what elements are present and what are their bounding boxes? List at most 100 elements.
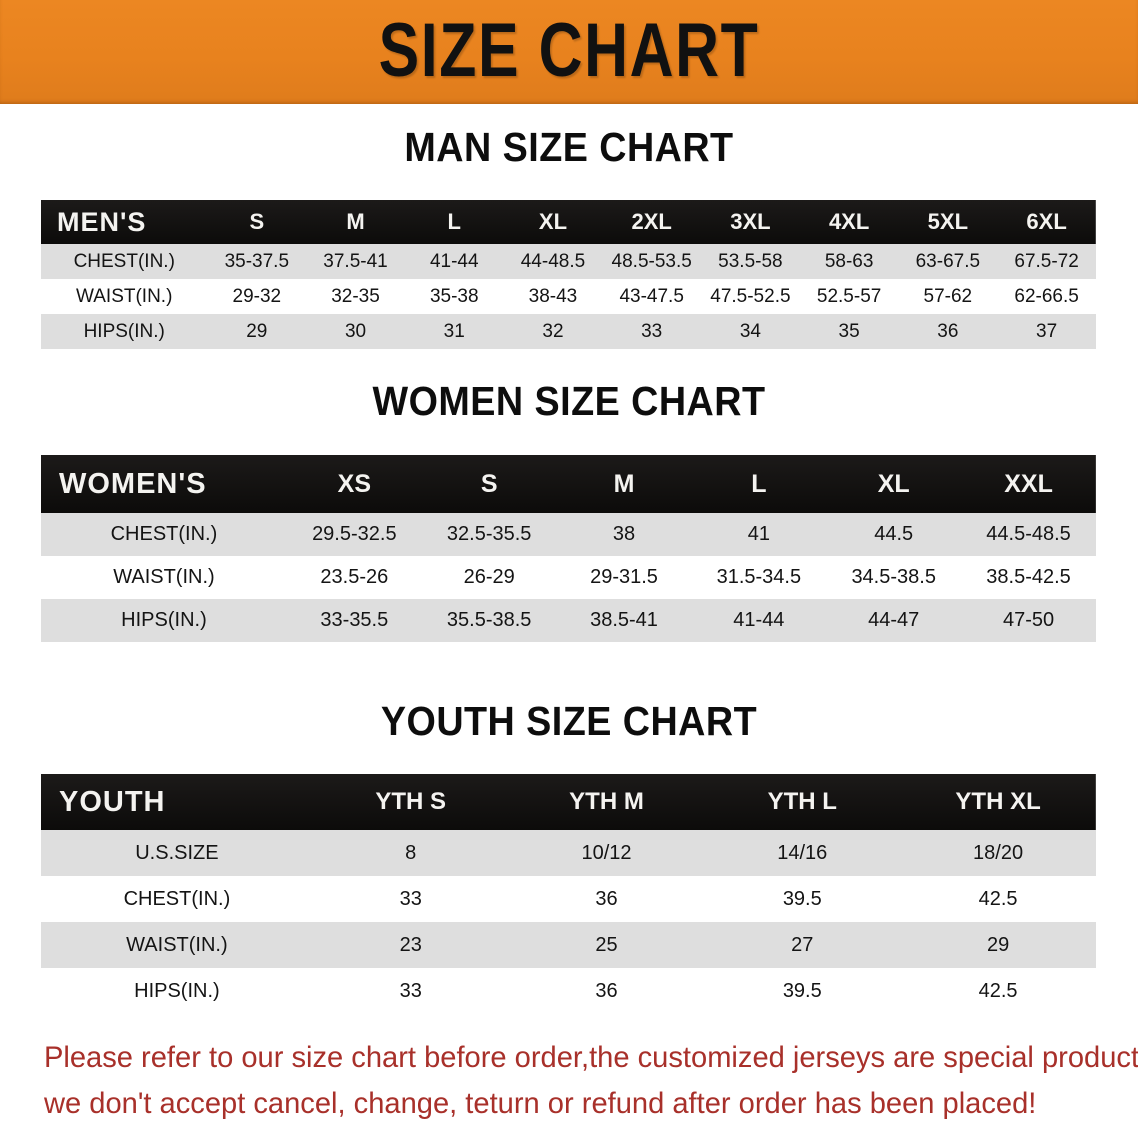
table-row: U.S.SIZE 8 10/12 14/16 18/20 [41, 830, 1096, 876]
men-cell-r2-c2: 32-35 [331, 285, 380, 307]
youth-column-header-1: YTH S [375, 788, 447, 815]
page-banner: SIZE CHART [0, 0, 1138, 104]
women-cell-r2-c5: 34.5-38.5 [851, 566, 936, 588]
youth-cell-r3-c4: 29 [986, 933, 1010, 956]
women-cell-r2-c6: 38.5-42.5 [986, 566, 1071, 588]
youth-size-table: YOUTH YTH S YTH M YTH L YTH XL U.S.SIZE 8 10/1… [41, 774, 1096, 1014]
youth-column-header-4: YTH XL [955, 788, 1041, 815]
youth-corner-label: YOUTH [59, 785, 166, 818]
youth-table-head: YOUTH YTH S YTH M YTH L YTH XL [41, 774, 1096, 830]
women-cell-r1-c4: 41 [747, 523, 770, 545]
men-cell-r2-c5: 43-47.5 [619, 285, 684, 307]
youth-cell-r1-c3: 14/16 [777, 841, 828, 864]
men-cell-r2-c9: 62-66.5 [1014, 285, 1079, 307]
men-cell-r3-c3: 31 [443, 320, 465, 342]
women-size-table: WOMEN'S XS S M L XL XXL CHEST(IN.) 29.5-32.5 32.… [41, 455, 1096, 642]
table-row: WAIST(IN.) 23.5-26 26-29 29-31.5 31.5-34.5 34… [41, 556, 1096, 599]
men-column-header-1: S [249, 209, 265, 234]
men-cell-r1-c1: 35-37.5 [224, 250, 290, 272]
order-policy-note-line-2: we don't accept cancel, change, teturn o… [44, 1087, 1037, 1120]
youth-section-title: YOUTH SIZE CHART [380, 698, 758, 744]
women-cell-r1-c6: 44.5-48.5 [986, 523, 1071, 545]
men-cell-r1-c8: 63-67.5 [915, 250, 981, 272]
men-row-label-2: WAIST(IN.) [76, 285, 173, 307]
men-table-body: CHEST(IN.) 35-37.5 37.5-41 41-44 44-48.5 48.5… [41, 244, 1096, 349]
youth-cell-r3-c2: 25 [595, 933, 618, 956]
youth-cell-r4-c1: 33 [399, 979, 422, 1002]
men-cell-r2-c6: 47.5-52.5 [710, 285, 791, 307]
women-cell-r3-c6: 47-50 [1002, 609, 1055, 631]
men-column-header-9: 6XL [1026, 209, 1067, 234]
men-cell-r2-c8: 57-62 [923, 285, 973, 307]
men-cell-r2-c1: 29-32 [232, 285, 282, 307]
women-cell-r1-c1: 29.5-32.5 [312, 523, 397, 545]
men-cell-r3-c1: 29 [246, 320, 268, 342]
youth-row-label-4: HIPS(IN.) [134, 979, 220, 1002]
men-cell-r1-c4: 44-48.5 [520, 250, 586, 272]
youth-cell-r2-c4: 42.5 [978, 887, 1018, 910]
youth-cell-r2-c1: 33 [399, 887, 422, 910]
youth-row-label-1: U.S.SIZE [135, 841, 219, 864]
table-row: CHEST(IN.) 35-37.5 37.5-41 41-44 44-48.5 48.5… [41, 244, 1096, 279]
women-row-label-1: CHEST(IN.) [110, 523, 218, 545]
women-cell-r1-c5: 44.5 [874, 523, 914, 545]
order-policy-note-line-1: Please refer to our size chart before or… [44, 1041, 1138, 1074]
women-column-header-5: XL [877, 469, 910, 498]
women-corner-label: WOMEN'S [59, 467, 207, 500]
men-table-head: MEN'S S M L XL 2XL 3XL 4XL 5XL 6XL [41, 200, 1096, 244]
youth-column-header-3: YTH L [767, 788, 837, 815]
women-cell-r1-c3: 38 [612, 523, 636, 545]
women-column-header-1: XS [337, 469, 371, 498]
men-cell-r1-c3: 41-44 [429, 250, 479, 272]
men-column-header-4: XL [538, 209, 568, 234]
men-cell-r1-c2: 37.5-41 [323, 250, 388, 272]
men-column-header-6: 3XL [730, 209, 771, 234]
men-cell-r3-c5: 33 [641, 320, 663, 342]
women-table-body: CHEST(IN.) 29.5-32.5 32.5-35.5 38 41 44.5 44.5… [41, 513, 1096, 642]
women-column-header-4: L [751, 469, 767, 498]
youth-cell-r1-c1: 8 [405, 841, 417, 864]
women-cell-r3-c1: 33-35.5 [320, 609, 389, 631]
man-section-title: MAN SIZE CHART [404, 124, 734, 170]
table-row: CHEST(IN.) 33 36 39.5 42.5 [41, 876, 1096, 922]
men-cell-r3-c7: 35 [838, 320, 860, 342]
women-row-label-3: HIPS(IN.) [121, 609, 207, 631]
youth-cell-r2-c2: 36 [595, 887, 618, 910]
men-cell-r2-c7: 52.5-57 [816, 285, 882, 307]
women-column-header-6: XXL [1004, 469, 1053, 498]
men-header-row: MEN'S S M L XL 2XL 3XL 4XL 5XL 6XL [41, 200, 1096, 244]
youth-cell-r4-c3: 39.5 [782, 979, 822, 1002]
table-row: HIPS(IN.) 29 30 31 32 33 34 35 36 37 [41, 314, 1096, 349]
table-row: HIPS(IN.) 33 36 39.5 42.5 [41, 968, 1096, 1014]
table-row: WAIST(IN.) 29-32 32-35 35-38 38-43 43-47.5 47.… [41, 279, 1096, 314]
women-cell-r3-c4: 41-44 [733, 609, 785, 631]
women-cell-r3-c5: 44-47 [868, 609, 920, 631]
table-row: WAIST(IN.) 23 25 27 29 [41, 922, 1096, 968]
men-cell-r1-c6: 53.5-58 [718, 250, 783, 272]
men-row-label-1: CHEST(IN.) [73, 250, 175, 272]
men-cell-r3-c8: 36 [937, 320, 959, 342]
youth-cell-r2-c3: 39.5 [782, 887, 822, 910]
men-column-header-5: 2XL [631, 209, 672, 234]
men-cell-r1-c7: 58-63 [824, 250, 874, 272]
men-cell-r3-c4: 32 [542, 320, 564, 342]
men-cell-r2-c4: 38-43 [528, 285, 578, 307]
youth-cell-r1-c2: 10/12 [581, 841, 632, 864]
youth-cell-r4-c2: 36 [595, 979, 618, 1002]
men-column-header-2: M [346, 209, 365, 234]
youth-cell-r3-c3: 27 [791, 933, 814, 956]
youth-table-body: U.S.SIZE 8 10/12 14/16 18/20 CHEST(IN.) 33 36 39… [41, 830, 1096, 1014]
women-cell-r2-c2: 26-29 [463, 566, 515, 588]
youth-column-header-2: YTH M [569, 788, 644, 815]
women-cell-r2-c4: 31.5-34.5 [716, 566, 802, 588]
youth-cell-r3-c1: 23 [399, 933, 422, 956]
youth-cell-r4-c4: 42.5 [978, 979, 1018, 1002]
men-size-table: MEN'S S M L XL 2XL 3XL 4XL 5XL 6XL CHEST(IN.) 35-3… [41, 200, 1096, 349]
men-cell-r3-c9: 37 [1036, 320, 1058, 342]
men-column-header-7: 4XL [828, 209, 870, 234]
men-corner-label: MEN'S [57, 206, 147, 237]
women-cell-r3-c3: 38.5-41 [590, 609, 658, 631]
women-section-title: WOMEN SIZE CHART [372, 378, 766, 424]
women-column-header-2: S [480, 469, 498, 498]
men-cell-r3-c2: 30 [344, 320, 367, 342]
